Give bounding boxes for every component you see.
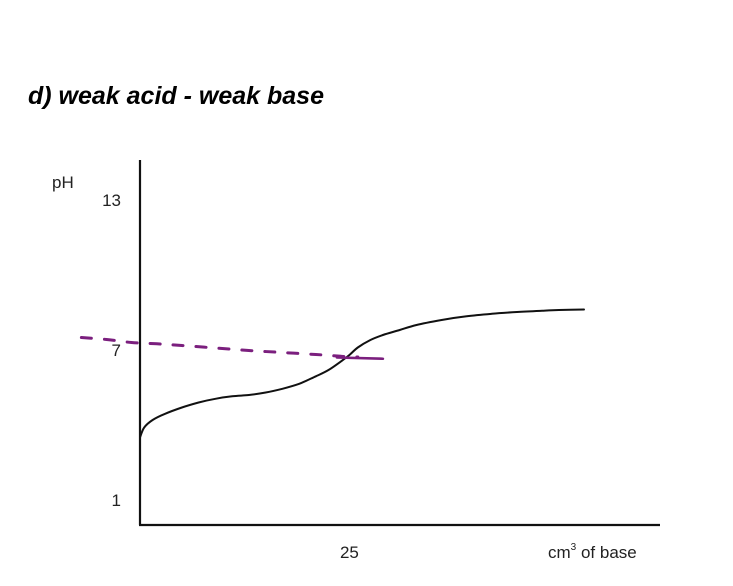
x-axis-label-superscript: 3 <box>571 542 577 553</box>
titration-curve-series <box>139 308 585 439</box>
x-axis-label-prefix: cm <box>548 543 571 562</box>
series-layer <box>79 308 585 439</box>
y-axis-label: pH <box>52 173 74 192</box>
x-axis-label: cm3 of base <box>548 542 637 562</box>
y-tick-label: 7 <box>112 341 121 360</box>
x-tick-label: 25 <box>340 543 359 562</box>
chart-title: d) weak acid - weak base <box>28 82 324 110</box>
y-tick-label: 1 <box>112 491 121 510</box>
x-axis-label-suffix: of base <box>576 543 637 562</box>
marker-line-series <box>335 356 385 361</box>
x-tick-labels: 25 <box>340 543 359 562</box>
dotted-line-series <box>79 336 360 359</box>
y-tick-label: 13 <box>102 191 121 210</box>
